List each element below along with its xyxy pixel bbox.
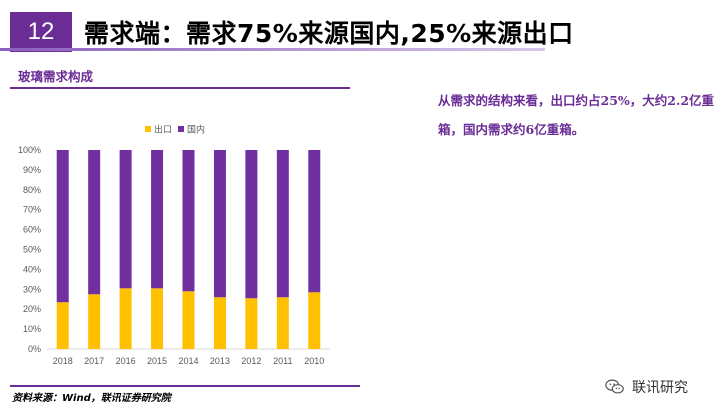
source-note: 资料来源：Wind，联讯证券研究院 (12, 393, 171, 404)
chart-footer-divider (10, 385, 360, 387)
y-tick-label: 50% (23, 245, 41, 255)
y-tick-label: 20% (23, 304, 41, 314)
bar-segment-domestic (119, 150, 132, 289)
bar-segment-export (56, 302, 69, 349)
bar-segment-domestic (213, 150, 226, 298)
watermark: 联讯研究 (604, 376, 688, 398)
bar-segment-domestic (276, 150, 289, 298)
bar-segment-domestic (151, 150, 164, 289)
bar-segment-domestic (182, 150, 195, 292)
commentary-text: 从需求的结构来看，出口约占25%，大约2.2亿重箱，国内需求约6亿重箱。 (438, 93, 715, 137)
x-tick-label: 2012 (241, 356, 261, 366)
bar-segment-export (182, 291, 195, 349)
y-tick-label: 30% (23, 284, 41, 294)
bar-segment-export (245, 298, 258, 349)
y-tick-label: 90% (23, 165, 41, 175)
chart-section-header: 玻璃需求构成 (18, 69, 94, 84)
watermark-label: 联讯研究 (632, 380, 688, 396)
bar-segment-export (88, 294, 101, 349)
bar-segment-export (276, 297, 289, 349)
x-tick-label: 2015 (147, 356, 167, 366)
x-tick-label: 2014 (178, 356, 198, 366)
y-tick-label: 100% (18, 145, 41, 155)
y-tick-label: 60% (23, 225, 41, 235)
bar-segment-export (213, 297, 226, 349)
wechat-icon (605, 379, 624, 394)
x-tick-label: 2017 (84, 356, 104, 366)
bar-segment-export (151, 288, 164, 349)
x-tick-label: 2010 (304, 356, 324, 366)
bar-segment-domestic (88, 150, 101, 295)
y-tick-label: 70% (23, 205, 41, 215)
chart-header-divider (10, 87, 350, 89)
y-tick-label: 40% (23, 264, 41, 274)
legend-swatch (145, 126, 151, 132)
y-tick-label: 80% (23, 185, 41, 195)
slide-number: 12 (10, 12, 72, 52)
x-tick-label: 2013 (210, 356, 230, 366)
bar-segment-export (308, 292, 321, 349)
bar-segment-export (119, 288, 132, 349)
bar-segment-domestic (56, 150, 69, 303)
x-tick-label: 2011 (273, 356, 292, 366)
x-tick-label: 2018 (53, 356, 73, 366)
bar-segment-domestic (308, 150, 321, 293)
x-tick-label: 2016 (116, 356, 136, 366)
legend-label: 出口 (154, 124, 172, 136)
title-underline (0, 48, 545, 51)
slide-title: 需求端：需求75%来源国内,25%来源出口 (84, 19, 574, 48)
legend-swatch (178, 126, 184, 132)
y-tick-label: 0% (28, 344, 41, 354)
legend-label: 国内 (187, 124, 205, 136)
bar-segment-domestic (245, 150, 258, 299)
y-tick-label: 10% (23, 324, 41, 334)
